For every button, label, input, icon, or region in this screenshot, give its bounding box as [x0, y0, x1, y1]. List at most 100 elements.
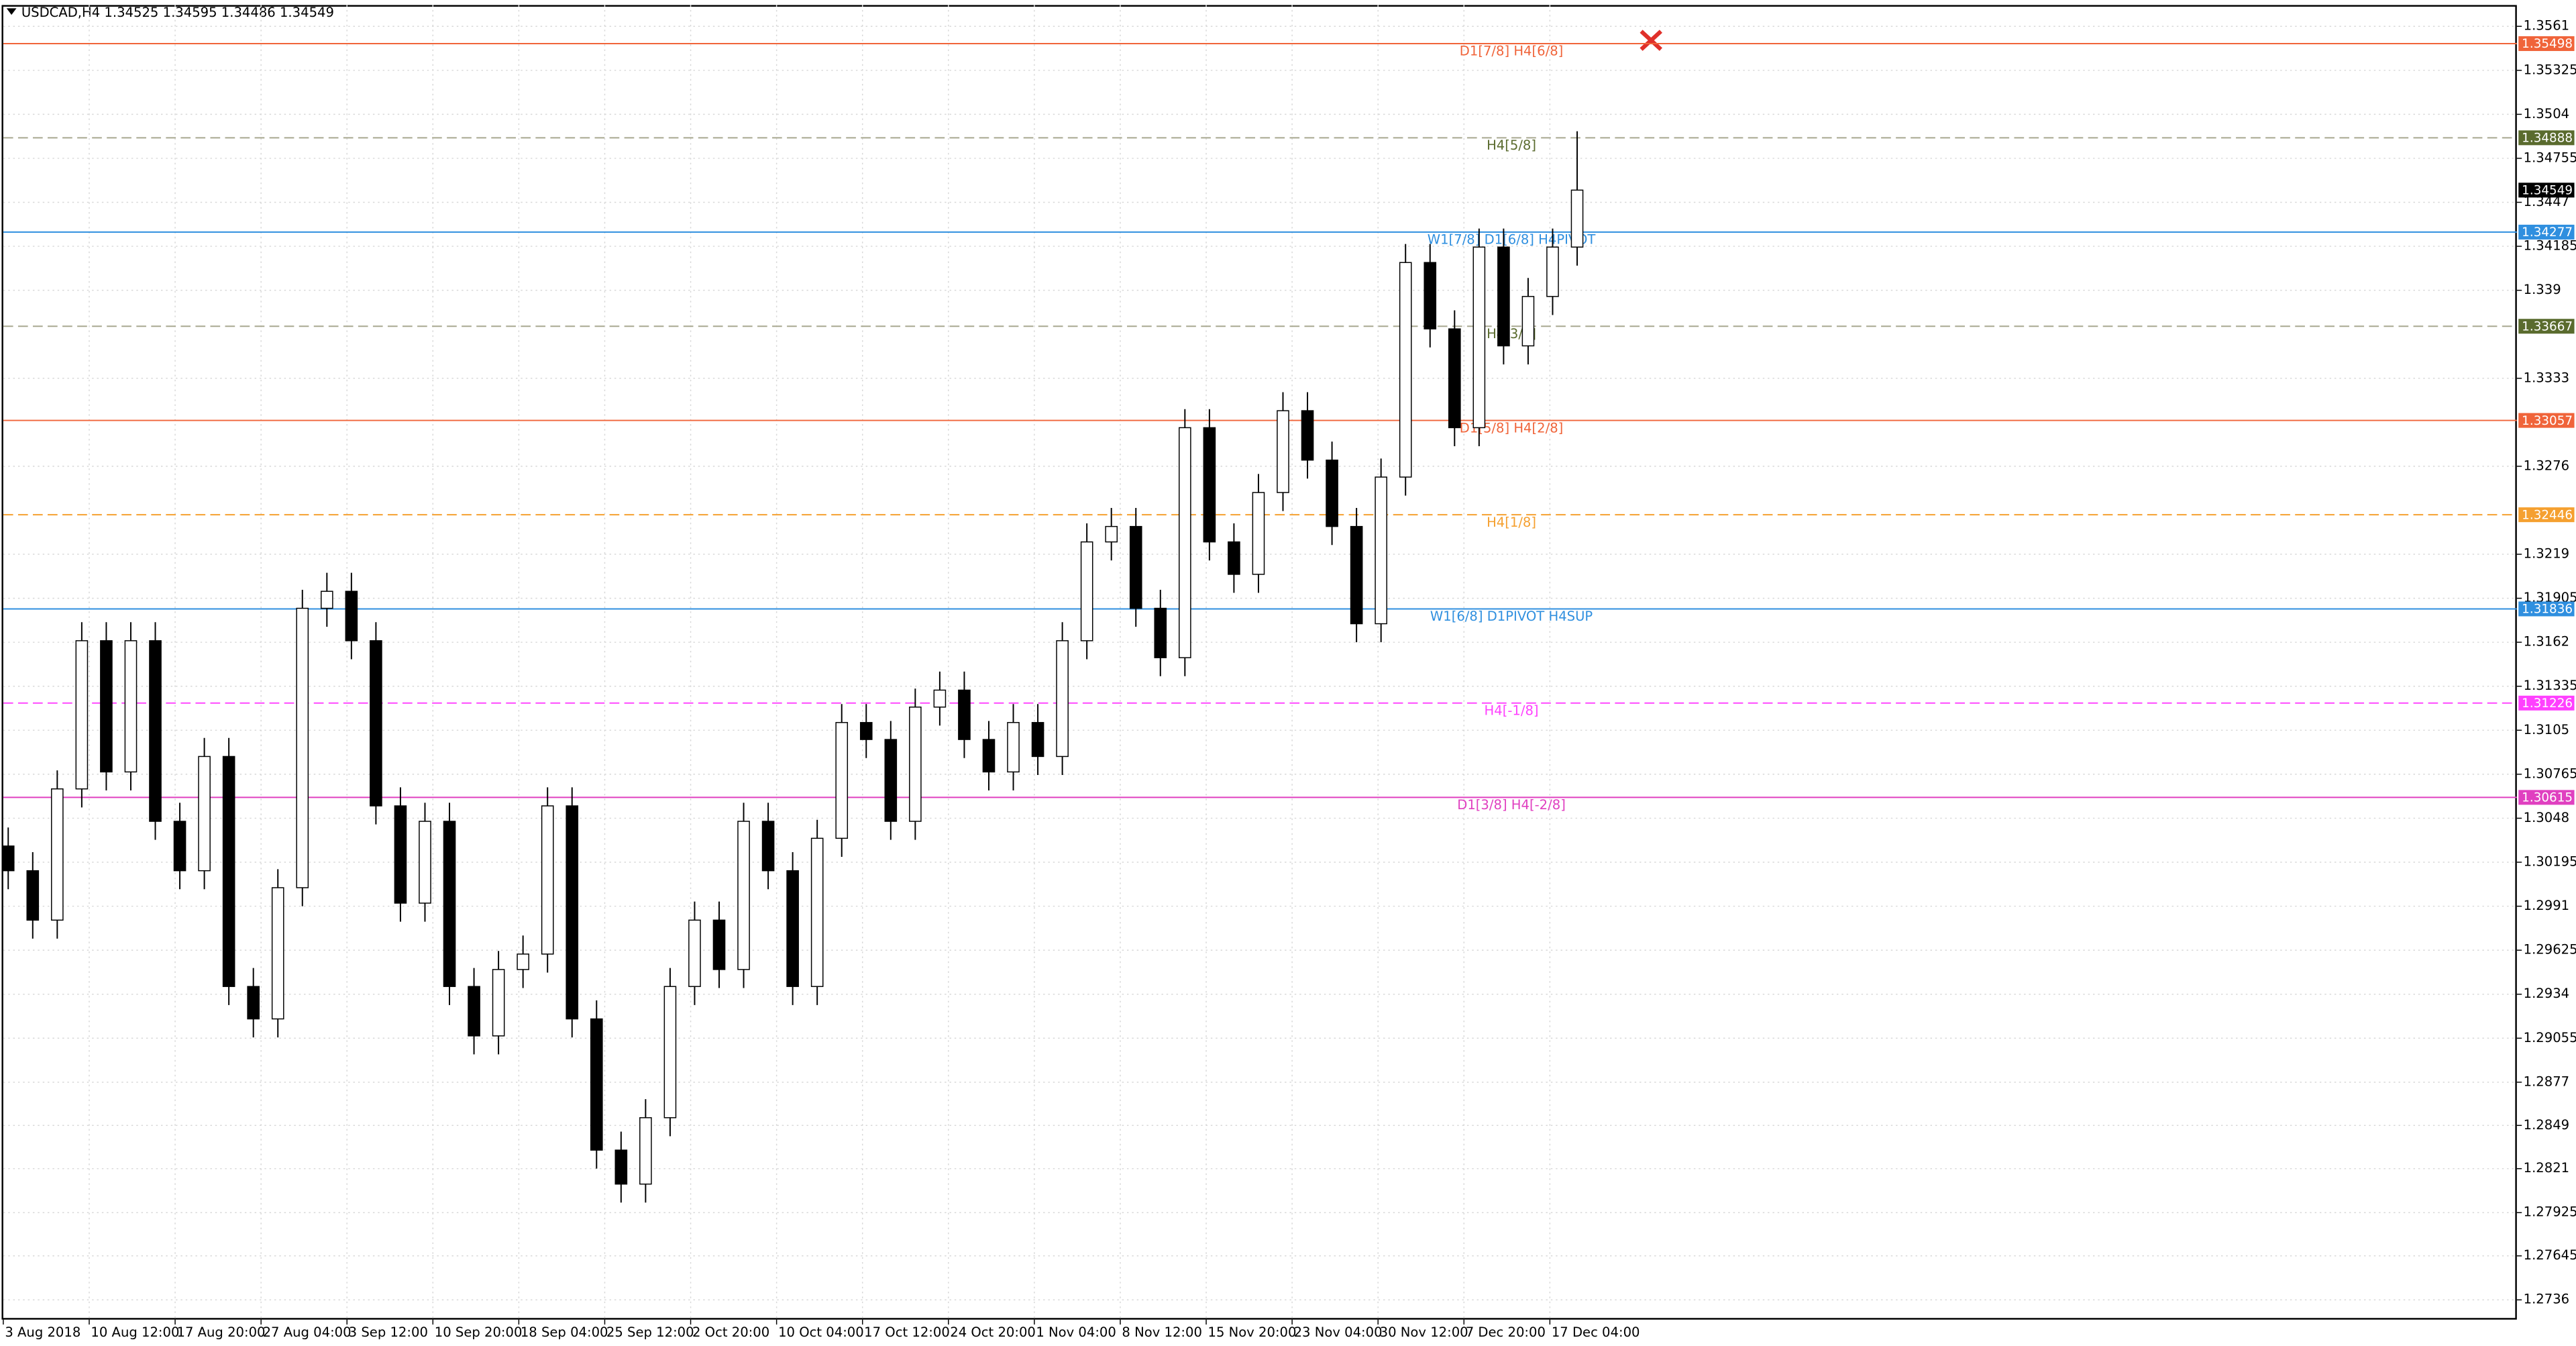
candle-body — [1105, 525, 1118, 543]
candle-body — [909, 707, 922, 822]
y-tick-label: 1.339 — [2524, 282, 2561, 297]
y-tick-label: 1.30195 — [2524, 854, 2576, 870]
candle-body — [1570, 189, 1584, 248]
candle-body — [173, 821, 186, 872]
candle-body — [1472, 246, 1486, 429]
candle-body — [1277, 410, 1289, 493]
price-box-label: 1.33667 — [2522, 319, 2573, 333]
candle-body — [1154, 607, 1167, 658]
price-box — [2518, 183, 2575, 198]
candle-body — [835, 722, 849, 839]
y-tick-label: 1.2991 — [2524, 898, 2570, 913]
x-tick-label: 17 Aug 20:00 — [177, 1325, 266, 1340]
y-tick-label: 1.2849 — [2524, 1117, 2570, 1133]
price-box — [2518, 695, 2575, 711]
price-box-label: 1.33057 — [2522, 414, 2573, 428]
y-tick-label: 1.3504 — [2524, 106, 2570, 121]
price-box — [2518, 507, 2575, 523]
candle-body — [1056, 640, 1069, 758]
x-tick-label: 25 Sep 12:00 — [606, 1325, 694, 1340]
candle-body — [321, 590, 333, 609]
candle-body — [810, 837, 824, 987]
candle-body — [370, 640, 382, 807]
candle-body — [100, 640, 113, 773]
x-tick-label: 2 Oct 20:00 — [692, 1325, 769, 1340]
candle-body — [639, 1117, 652, 1185]
x-tick-label: 3 Sep 12:00 — [349, 1325, 428, 1340]
candle-body — [1301, 410, 1314, 461]
x-tick-label: 3 Aug 2018 — [5, 1325, 80, 1340]
y-tick-label: 1.2877 — [2524, 1074, 2570, 1089]
candle-body — [1399, 262, 1412, 478]
menu-arrow[interactable] — [6, 8, 17, 15]
candle-body — [394, 805, 407, 904]
x-tick-label: 17 Oct 12:00 — [864, 1325, 950, 1340]
candle-body — [712, 919, 726, 970]
price-box-label: 1.31226 — [2522, 696, 2573, 711]
candle-body — [517, 953, 529, 970]
candle-body — [1080, 541, 1093, 641]
candle-body — [688, 919, 701, 987]
candle-body — [271, 887, 284, 1020]
level-label: H4[1/8] — [1487, 515, 1536, 530]
candle-body — [247, 986, 260, 1020]
y-tick-label: 1.29055 — [2524, 1030, 2576, 1045]
candle-body — [566, 805, 579, 1020]
y-tick-label: 1.3561 — [2524, 18, 2570, 34]
candle-body — [1497, 246, 1510, 347]
x-tick-label: 17 Dec 04:00 — [1552, 1325, 1640, 1340]
price-box-label: 1.31836 — [2522, 603, 2573, 617]
candle-body — [614, 1149, 628, 1185]
y-tick-label: 1.3162 — [2524, 634, 2570, 650]
candle-body — [1228, 541, 1240, 575]
x-tick-label: 23 Nov 04:00 — [1294, 1325, 1383, 1340]
candle-body — [884, 739, 898, 822]
candle-body — [1129, 525, 1142, 609]
candle-body — [222, 756, 235, 987]
y-tick-label: 1.29625 — [2524, 942, 2576, 957]
level-label: H4[5/8] — [1487, 138, 1536, 153]
y-tick-label: 1.27925 — [2524, 1204, 2576, 1220]
y-tick-label: 1.2934 — [2524, 986, 2570, 1001]
y-tick-label: 1.3105 — [2524, 722, 2570, 737]
candle-body — [1546, 246, 1559, 297]
candle-body — [149, 640, 162, 822]
candle-body — [51, 788, 64, 921]
price-box-label: 1.34888 — [2522, 132, 2573, 146]
price-box — [2518, 130, 2575, 146]
candle-body — [982, 739, 996, 773]
close-marker[interactable] — [1640, 30, 1662, 51]
candle-body — [345, 590, 358, 641]
price-box-label: 1.32446 — [2522, 508, 2573, 522]
price-box — [2518, 790, 2575, 805]
level-label: D1[3/8] H4[-2/8] — [1457, 797, 1566, 813]
candle-body — [1448, 328, 1461, 429]
y-tick-label: 1.3219 — [2524, 546, 2570, 562]
x-tick-label: 18 Sep 04:00 — [521, 1325, 608, 1340]
candle-body — [1521, 296, 1535, 347]
price-box — [2518, 224, 2575, 240]
x-tick-label: 1 Nov 04:00 — [1036, 1325, 1116, 1340]
y-tick-label: 1.27645 — [2524, 1247, 2576, 1263]
candle-body — [761, 821, 775, 872]
y-tick-label: 1.2821 — [2524, 1160, 2570, 1176]
candle-body — [958, 689, 971, 740]
candle-body — [933, 689, 947, 708]
candle-body — [541, 805, 554, 955]
y-tick-label: 1.3333 — [2524, 370, 2570, 385]
candle-body — [859, 722, 873, 740]
x-tick-label: 8 Nov 12:00 — [1122, 1325, 1202, 1340]
candle-body — [737, 821, 750, 970]
candle-body — [786, 870, 799, 987]
candle-body — [1031, 722, 1044, 758]
price-box — [2518, 601, 2575, 617]
candle-body — [1424, 262, 1437, 329]
x-tick-label: 27 Aug 04:00 — [263, 1325, 352, 1340]
price-box — [2518, 319, 2575, 334]
candle-body — [419, 821, 431, 904]
x-tick-label: 24 Oct 20:00 — [950, 1325, 1036, 1340]
candle-body — [1375, 476, 1387, 625]
candle-body — [590, 1018, 603, 1151]
